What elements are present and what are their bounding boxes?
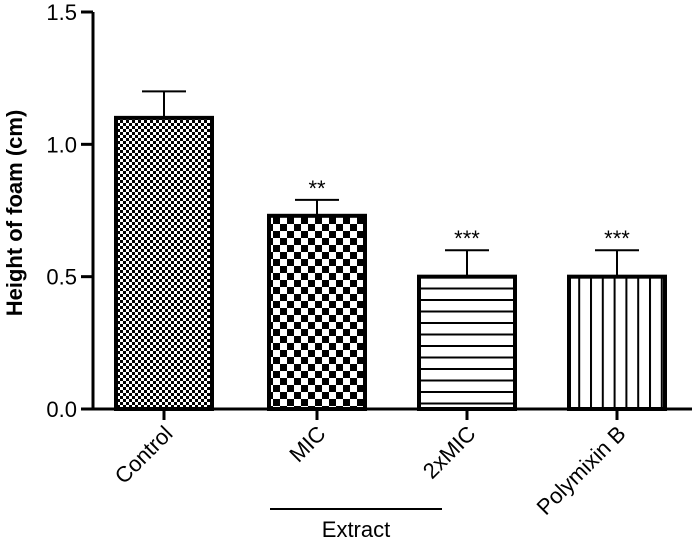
x-axis: Control MIC 2xMIC Polymixin B: [91, 407, 692, 520]
significance-label: **: [308, 176, 326, 201]
y-tick-label: 0.5: [46, 265, 77, 290]
x-tick-label: Polymixin B: [532, 421, 631, 520]
bar-control: [114, 115, 214, 411]
bar-2xmic: [417, 274, 517, 411]
y-tick-label: 0.0: [46, 397, 77, 422]
group-label: Extract: [322, 517, 390, 542]
significance-label: ***: [604, 226, 630, 251]
bar-polymixin-b: [567, 274, 667, 411]
y-axis-title: Height of foam (cm): [2, 110, 27, 317]
bar-mic: [267, 213, 367, 411]
bars-group: ***** ***: [114, 90, 667, 411]
significance-label: ***: [454, 226, 480, 251]
y-axis: 0.0 0.5 1.0 1.5: [46, 0, 95, 422]
x-tick-label: MIC: [284, 421, 330, 467]
y-tick-label: 1.0: [46, 132, 77, 157]
y-tick-label: 1.5: [46, 0, 77, 25]
x-tick-label: 2xMIC: [418, 421, 481, 484]
x-tick-label: Control: [110, 421, 178, 489]
